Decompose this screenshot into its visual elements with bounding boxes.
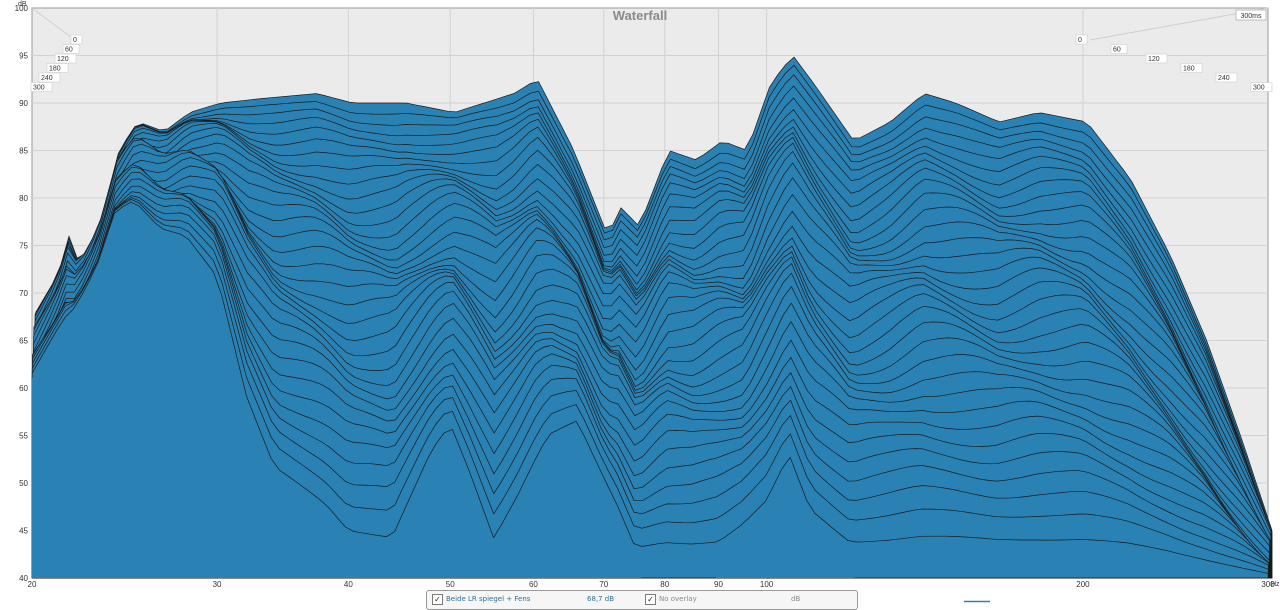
x-tick-labels: 20 30 40 50 60 70 80 90 100 200 300 (28, 580, 1276, 589)
time-tick-label: 60 (1113, 47, 1121, 54)
x-tick-label: 70 (599, 580, 608, 589)
time-tick-left: 300 (30, 82, 53, 92)
waterfall-slice (32, 209, 1268, 578)
time-tick-left: 180 (46, 63, 69, 73)
time-tick-box (1075, 34, 1088, 45)
time-unit-box: 300ms (1235, 9, 1267, 21)
time-tick-box (46, 63, 69, 73)
time-tick-left: 120 (54, 53, 77, 64)
time-unit-label: 300ms (1240, 13, 1262, 20)
time-tick-box (70, 34, 83, 45)
x-tick-label: 200 (1076, 580, 1090, 589)
time-tick-label: 300 (33, 85, 45, 92)
time-tick-box (1250, 82, 1273, 92)
y-tick-label: 75 (19, 242, 28, 251)
y-tick-label: 85 (19, 147, 28, 156)
waterfall-chart: 40 45 50 55 60 65 70 75 80 85 90 95 100 20 30 40 50 60 70… (15, 1, 1280, 589)
x-tick-label: 40 (344, 580, 353, 589)
y-unit-label: dB (18, 1, 27, 8)
time-tick-label: 300 (1253, 85, 1265, 92)
y-tick-labels: 40 45 50 55 60 65 70 75 80 85 90 95 100 (15, 4, 29, 583)
time-tick-right: 60 (1110, 44, 1128, 54)
y-tick-label: 55 (19, 432, 28, 441)
x-tick-label: 80 (660, 580, 669, 589)
x-tick-label: 60 (529, 580, 538, 589)
time-tick-box (1145, 53, 1168, 64)
y-tick-label: 95 (19, 52, 28, 61)
time-tick-box (38, 72, 61, 83)
x-unit-label: Hz (1271, 581, 1280, 588)
y-tick-label: 50 (19, 479, 28, 488)
time-tick-label: 0 (73, 37, 77, 44)
x-tick-label: 300 (1261, 580, 1275, 589)
time-tick-right: 240 (1215, 72, 1238, 83)
y-tick-label: 40 (19, 574, 28, 583)
overlay-unit: dB (791, 595, 801, 603)
time-tick-box (1215, 72, 1238, 83)
waterfall-surface (31, 56, 1273, 579)
y-tick-label: 100 (15, 4, 29, 13)
y-tick-label: 65 (19, 337, 28, 346)
time-tick-right: 180 (1180, 63, 1203, 73)
time-tick-box (1180, 63, 1203, 73)
x-tick-label: 20 (28, 580, 37, 589)
time-tick-left: 0 (70, 34, 83, 45)
time-tick-left: 240 (38, 72, 61, 83)
time-tick-box (62, 44, 80, 54)
time-tick-right: 300 (1250, 82, 1273, 92)
legend-entry-name[interactable]: Beide LR spiegel + Fens (446, 595, 531, 603)
time-tick-label: 120 (1148, 56, 1160, 63)
x-tick-label: 50 (446, 580, 455, 589)
y-tick-label: 90 (19, 99, 28, 108)
time-tick-box (1110, 44, 1128, 54)
time-tick-label: 60 (65, 47, 73, 54)
series-visibility-checkbox[interactable]: ✓ (432, 594, 443, 605)
depth-line (31, 7, 76, 41)
y-tick-label: 80 (19, 194, 28, 203)
time-tick-label: 120 (57, 56, 69, 63)
overlay-label[interactable]: No overlay (659, 595, 697, 603)
x-tick-label: 30 (213, 580, 222, 589)
time-tick-label: 180 (49, 66, 61, 73)
time-tick-left: 60 (62, 44, 80, 54)
y-tick-label: 60 (19, 384, 28, 393)
time-tick-label: 180 (1183, 66, 1195, 73)
y-tick-label: 45 (19, 527, 28, 536)
waterfall-slice (32, 197, 1269, 579)
time-tick-box (54, 53, 77, 64)
time-tick-right: 120 (1145, 53, 1168, 64)
x-tick-label: 90 (714, 580, 723, 589)
time-tick-label: 0 (1078, 37, 1082, 44)
time-tick-box (30, 82, 53, 92)
time-tick-right: 0 (1075, 34, 1088, 45)
y-tick-label: 70 (19, 289, 28, 298)
time-tick-label: 240 (41, 75, 53, 82)
time-tick-label: 240 (1218, 75, 1230, 82)
legend-entry-value: 68,7 dB (587, 595, 615, 603)
legend-bar: ✓ Beide LR spiegel + Fens 68,7 dB ✓ No o… (426, 590, 990, 610)
x-tick-label: 100 (760, 580, 774, 589)
overlay-checkbox[interactable]: ✓ (645, 594, 656, 605)
legend-line-swatch (964, 600, 990, 603)
chart-title: Waterfall (613, 8, 667, 23)
